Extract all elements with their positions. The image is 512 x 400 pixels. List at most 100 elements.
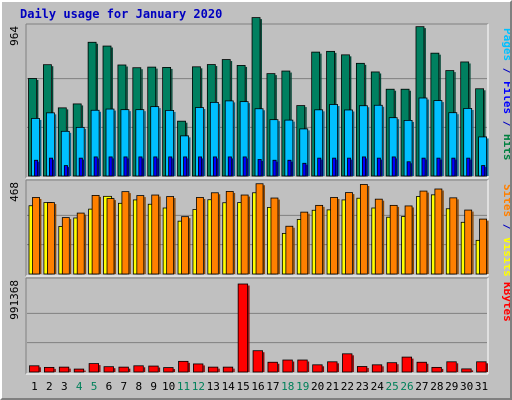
day-label-15: 15 [236, 380, 249, 393]
day-label-27: 27 [415, 380, 428, 393]
bar-kbytes-1 [29, 365, 40, 373]
legend-entry: Files [501, 81, 510, 114]
legend-hits-files-pages: Pages / Files / Hits [501, 28, 510, 161]
day-label-6: 6 [106, 380, 113, 393]
legend-entry: Visits [501, 237, 510, 277]
bar-kbytes-30 [461, 368, 472, 373]
bar-kbytes-13 [207, 366, 219, 373]
bar-kbytes-19 [297, 359, 308, 373]
bar-pages-21 [332, 157, 337, 177]
bar-pages-8 [138, 156, 143, 177]
bar-pages-3 [63, 165, 68, 177]
bar-kbytes-2 [44, 366, 55, 373]
bar-kbytes-18 [282, 359, 293, 373]
bar-kbytes-3 [58, 366, 70, 373]
bar-sites-23 [359, 184, 368, 275]
bar-kbytes-9 [148, 365, 159, 373]
legend-entry: Pages [501, 28, 510, 61]
bar-pages-27 [421, 157, 426, 177]
bar-kbytes-20 [312, 364, 323, 373]
bar-pages-26 [406, 161, 411, 177]
bar-pages-16 [257, 159, 262, 177]
bar-pages-22 [347, 157, 352, 177]
bar-pages-23 [361, 156, 366, 177]
day-label-8: 8 [135, 380, 142, 393]
bar-pages-31 [481, 165, 486, 177]
bar-sites-21 [330, 197, 338, 275]
legend-kbytes: KBytes [501, 282, 510, 322]
bar-sites-6 [106, 198, 115, 275]
bar-sites-1 [32, 197, 40, 275]
day-label-9: 9 [150, 380, 157, 393]
day-label-4: 4 [76, 380, 83, 393]
bar-pages-13 [212, 156, 217, 177]
bar-pages-29 [451, 157, 456, 177]
bar-sites-30 [464, 209, 473, 275]
bar-pages-17 [272, 159, 277, 177]
day-label-10: 10 [162, 380, 175, 393]
bar-sites-17 [270, 197, 279, 275]
day-label-31: 31 [475, 380, 488, 393]
legend-entry: / [501, 114, 510, 134]
bar-pages-2 [49, 157, 54, 177]
bar-sites-5 [91, 195, 100, 275]
day-label-14: 14 [222, 380, 236, 393]
bar-pages-4 [78, 157, 83, 177]
bar-kbytes-14 [222, 366, 234, 373]
bar-pages-19 [302, 162, 307, 177]
bar-kbytes-29 [446, 361, 457, 373]
bar-kbytes-24 [371, 364, 383, 373]
bar-sites-13 [210, 192, 219, 275]
day-label-1: 1 [31, 380, 38, 393]
day-label-12: 12 [192, 380, 205, 393]
bar-kbytes-25 [386, 362, 398, 373]
bar-sites-27 [419, 190, 428, 275]
day-label-18: 18 [281, 380, 294, 393]
day-label-5: 5 [91, 380, 98, 393]
bar-sites-28 [434, 188, 443, 275]
bar-sites-20 [315, 204, 324, 275]
bar-sites-26 [404, 205, 413, 275]
day-label-29: 29 [445, 380, 458, 393]
bar-pages-1 [34, 159, 39, 177]
bar-sites-10 [166, 196, 175, 275]
day-label-24: 24 [371, 380, 385, 393]
bar-pages-25 [391, 156, 396, 177]
bar-kbytes-26 [401, 356, 412, 373]
day-label-7: 7 [121, 380, 128, 393]
bar-kbytes-17 [267, 361, 278, 373]
day-label-16: 16 [251, 380, 264, 393]
bar-sites-7 [121, 191, 130, 275]
bar-pages-5 [93, 156, 98, 177]
bar-pages-12 [198, 156, 203, 177]
bar-kbytes-4 [73, 368, 85, 373]
y-max-label-visits-sites: 468 [8, 182, 21, 202]
bar-pages-10 [168, 156, 173, 177]
bar-pages-24 [376, 157, 381, 177]
day-label-13: 13 [207, 380, 220, 393]
bar-pages-30 [466, 157, 471, 177]
day-label-23: 23 [356, 380, 369, 393]
bar-sites-8 [136, 195, 145, 275]
bar-pages-6 [108, 156, 113, 177]
bar-sites-15 [240, 194, 249, 275]
bar-pages-7 [123, 156, 128, 177]
bar-sites-2 [47, 202, 55, 275]
bar-kbytes-10 [163, 367, 174, 373]
day-label-30: 30 [460, 380, 473, 393]
bar-sites-31 [479, 218, 487, 275]
day-label-19: 19 [296, 380, 309, 393]
bar-kbytes-11 [178, 360, 189, 373]
bar-kbytes-12 [193, 363, 204, 373]
y-max-label-hits-files-pages: 964 [8, 26, 21, 46]
bar-pages-11 [183, 156, 188, 177]
legend-entry: / [501, 61, 510, 81]
legend-entry: Hits [501, 134, 510, 161]
day-label-3: 3 [61, 380, 68, 393]
bar-kbytes-5 [88, 363, 100, 373]
bar-kbytes-27 [416, 361, 427, 373]
bar-sites-22 [345, 192, 353, 275]
day-label-22: 22 [341, 380, 354, 393]
bar-sites-16 [255, 183, 264, 275]
